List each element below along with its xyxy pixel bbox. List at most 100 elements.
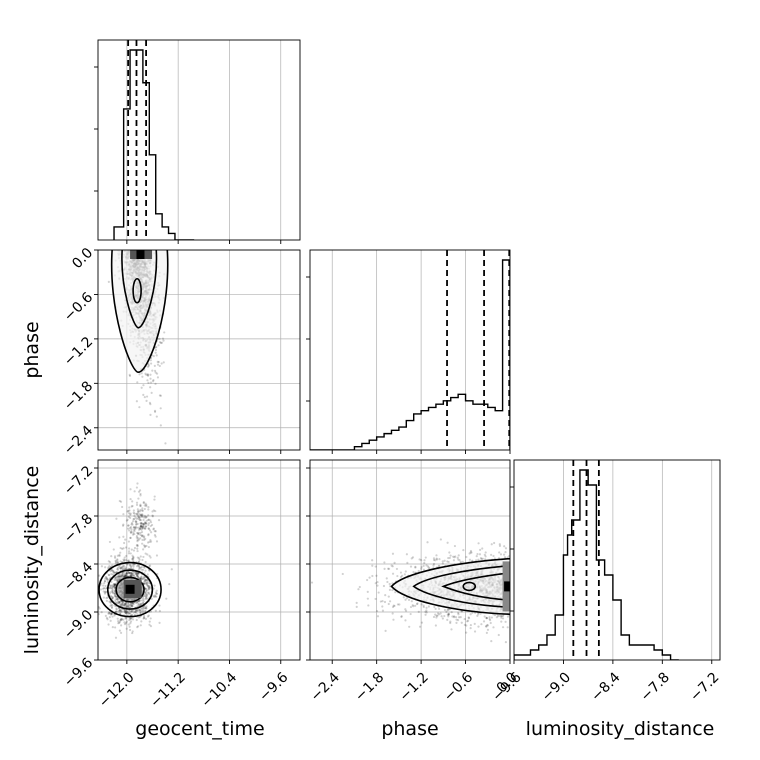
sample-point: [137, 564, 141, 567]
sample-point: [122, 523, 125, 526]
sample-point: [110, 555, 113, 558]
sample-point: [139, 522, 142, 525]
x-tick-label-luminosity_distance: −8.4: [588, 669, 623, 704]
x-tick-label-luminosity_distance: −9.6: [489, 669, 524, 704]
sample-point: [144, 522, 147, 525]
sample-point: [139, 602, 142, 606]
sample-point: [108, 611, 111, 614]
sample-point: [111, 573, 115, 576]
sample-point: [118, 499, 121, 503]
sample-point: [136, 549, 139, 553]
sample-point: [137, 532, 140, 536]
sample-point: [158, 364, 161, 368]
sample-point: [139, 577, 142, 580]
sample-point: [140, 528, 143, 531]
sample-point: [118, 575, 121, 578]
sample-point: [143, 526, 146, 529]
sample-point: [377, 591, 380, 594]
sample-point: [128, 571, 131, 574]
sample-point: [122, 564, 125, 567]
x-tick-label-luminosity_distance: −9.0: [539, 669, 574, 704]
sample-point: [129, 531, 132, 534]
sample-point: [112, 584, 115, 587]
sample-point: [457, 558, 460, 561]
sample-point: [154, 609, 157, 612]
sample-point: [134, 601, 138, 604]
sample-point: [122, 575, 125, 578]
sample-point: [158, 604, 161, 607]
sample-point: [418, 625, 422, 628]
sample-point: [144, 560, 147, 564]
sample-point: [140, 521, 143, 525]
sample-point: [138, 558, 141, 561]
sample-point: [118, 553, 121, 557]
sample-point: [138, 513, 141, 516]
sample-point: [127, 571, 131, 575]
sample-point: [402, 596, 405, 599]
sample-point: [158, 609, 161, 613]
sample-point: [438, 557, 441, 561]
sample-point: [124, 603, 127, 606]
sample-point: [375, 609, 379, 613]
sample-point: [153, 369, 157, 372]
sample-point: [500, 616, 503, 619]
sample-point: [376, 615, 380, 618]
sample-point: [118, 600, 121, 604]
sample-point: [141, 596, 144, 599]
sample-point: [477, 542, 480, 545]
sample-point: [121, 524, 125, 527]
sample-point: [130, 610, 133, 613]
sample-point: [129, 574, 132, 577]
sample-point: [466, 620, 469, 623]
sample-point: [130, 523, 133, 526]
sample-point: [462, 549, 465, 552]
sample-point: [115, 598, 119, 601]
sample-point: [400, 615, 403, 618]
sample-point: [481, 557, 484, 560]
sample-point: [141, 509, 144, 512]
sample-point: [136, 574, 139, 578]
sample-point: [119, 500, 123, 503]
sample-point: [131, 613, 134, 617]
sample-point: [437, 564, 440, 567]
sample-point: [119, 551, 122, 554]
sample-point: [371, 564, 374, 567]
y-tick-label-luminosity_distance: −7.8: [61, 511, 96, 546]
sample-point: [123, 604, 126, 607]
sample-point: [147, 506, 150, 509]
sample-point: [136, 605, 139, 608]
sample-point: [358, 585, 361, 589]
sample-point: [142, 524, 145, 528]
sample-point: [124, 566, 128, 569]
sample-point: [480, 557, 483, 561]
sample-point: [125, 571, 128, 574]
sample-point: [143, 521, 147, 524]
sample-point: [120, 618, 123, 621]
sample-point: [120, 565, 124, 569]
sample-point: [142, 522, 145, 525]
sample-point: [123, 567, 126, 570]
sample-point: [142, 575, 146, 579]
sample-point: [436, 612, 440, 615]
sample-point: [388, 588, 392, 591]
sample-point: [148, 401, 152, 404]
sample-point: [133, 563, 136, 566]
sample-point: [131, 500, 134, 503]
sample-point: [141, 568, 145, 571]
sample-point: [367, 604, 370, 607]
sample-point: [119, 631, 123, 634]
sample-point: [483, 558, 487, 561]
sample-point: [131, 533, 135, 536]
sample-point: [145, 591, 148, 595]
sample-point: [142, 600, 145, 603]
sample-point: [122, 601, 125, 604]
sample-point: [153, 594, 157, 597]
sample-point: [508, 555, 510, 558]
sample-point: [118, 612, 122, 615]
sample-point: [155, 415, 158, 418]
sample-point: [143, 527, 147, 530]
sample-point: [131, 602, 135, 605]
sample-point: [114, 636, 118, 639]
sample-point: [118, 578, 121, 581]
sample-point: [147, 614, 150, 617]
